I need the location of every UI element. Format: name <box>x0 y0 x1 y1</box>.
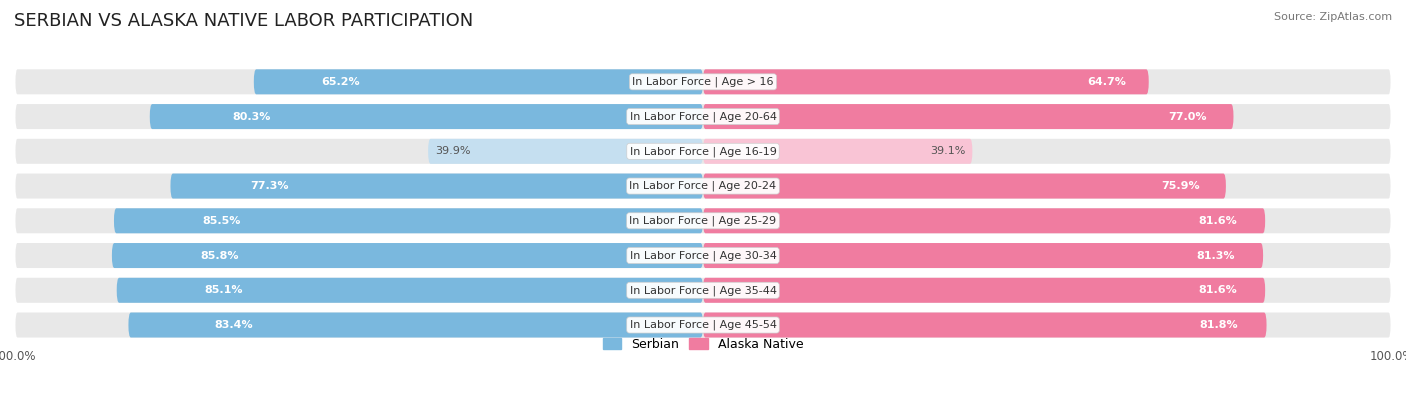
Text: 85.5%: 85.5% <box>202 216 240 226</box>
FancyBboxPatch shape <box>427 139 703 164</box>
FancyBboxPatch shape <box>703 173 1226 199</box>
FancyBboxPatch shape <box>14 311 1392 339</box>
Text: In Labor Force | Age 25-29: In Labor Force | Age 25-29 <box>630 216 776 226</box>
Text: In Labor Force | Age 45-54: In Labor Force | Age 45-54 <box>630 320 776 330</box>
Text: 81.6%: 81.6% <box>1198 285 1237 295</box>
Text: SERBIAN VS ALASKA NATIVE LABOR PARTICIPATION: SERBIAN VS ALASKA NATIVE LABOR PARTICIPA… <box>14 12 474 30</box>
FancyBboxPatch shape <box>114 208 703 233</box>
Text: 85.8%: 85.8% <box>201 250 239 261</box>
FancyBboxPatch shape <box>128 312 703 337</box>
FancyBboxPatch shape <box>703 312 1267 337</box>
Legend: Serbian, Alaska Native: Serbian, Alaska Native <box>598 333 808 356</box>
FancyBboxPatch shape <box>703 104 1233 129</box>
Text: 81.6%: 81.6% <box>1198 216 1237 226</box>
Text: 80.3%: 80.3% <box>233 111 271 122</box>
FancyBboxPatch shape <box>254 70 703 94</box>
Text: 81.8%: 81.8% <box>1199 320 1239 330</box>
FancyBboxPatch shape <box>14 103 1392 130</box>
Text: 75.9%: 75.9% <box>1161 181 1199 191</box>
Text: In Labor Force | Age 20-64: In Labor Force | Age 20-64 <box>630 111 776 122</box>
FancyBboxPatch shape <box>14 137 1392 165</box>
FancyBboxPatch shape <box>150 104 703 129</box>
FancyBboxPatch shape <box>703 278 1265 303</box>
FancyBboxPatch shape <box>703 243 1263 268</box>
FancyBboxPatch shape <box>14 172 1392 200</box>
FancyBboxPatch shape <box>14 207 1392 235</box>
Text: 85.1%: 85.1% <box>205 285 243 295</box>
FancyBboxPatch shape <box>703 208 1265 233</box>
FancyBboxPatch shape <box>14 242 1392 269</box>
FancyBboxPatch shape <box>112 243 703 268</box>
Text: 77.3%: 77.3% <box>250 181 288 191</box>
Text: 65.2%: 65.2% <box>321 77 360 87</box>
Text: 39.9%: 39.9% <box>434 146 471 156</box>
Text: Source: ZipAtlas.com: Source: ZipAtlas.com <box>1274 12 1392 22</box>
FancyBboxPatch shape <box>14 276 1392 304</box>
Text: In Labor Force | Age 20-24: In Labor Force | Age 20-24 <box>630 181 776 191</box>
Text: 77.0%: 77.0% <box>1168 111 1206 122</box>
FancyBboxPatch shape <box>14 68 1392 96</box>
Text: In Labor Force | Age 30-34: In Labor Force | Age 30-34 <box>630 250 776 261</box>
FancyBboxPatch shape <box>117 278 703 303</box>
FancyBboxPatch shape <box>703 139 973 164</box>
Text: 64.7%: 64.7% <box>1088 77 1126 87</box>
Text: 39.1%: 39.1% <box>931 146 966 156</box>
Text: In Labor Force | Age > 16: In Labor Force | Age > 16 <box>633 77 773 87</box>
FancyBboxPatch shape <box>170 173 703 199</box>
FancyBboxPatch shape <box>703 70 1149 94</box>
Text: 81.3%: 81.3% <box>1197 250 1234 261</box>
Text: In Labor Force | Age 35-44: In Labor Force | Age 35-44 <box>630 285 776 295</box>
Text: In Labor Force | Age 16-19: In Labor Force | Age 16-19 <box>630 146 776 156</box>
Text: 83.4%: 83.4% <box>215 320 253 330</box>
